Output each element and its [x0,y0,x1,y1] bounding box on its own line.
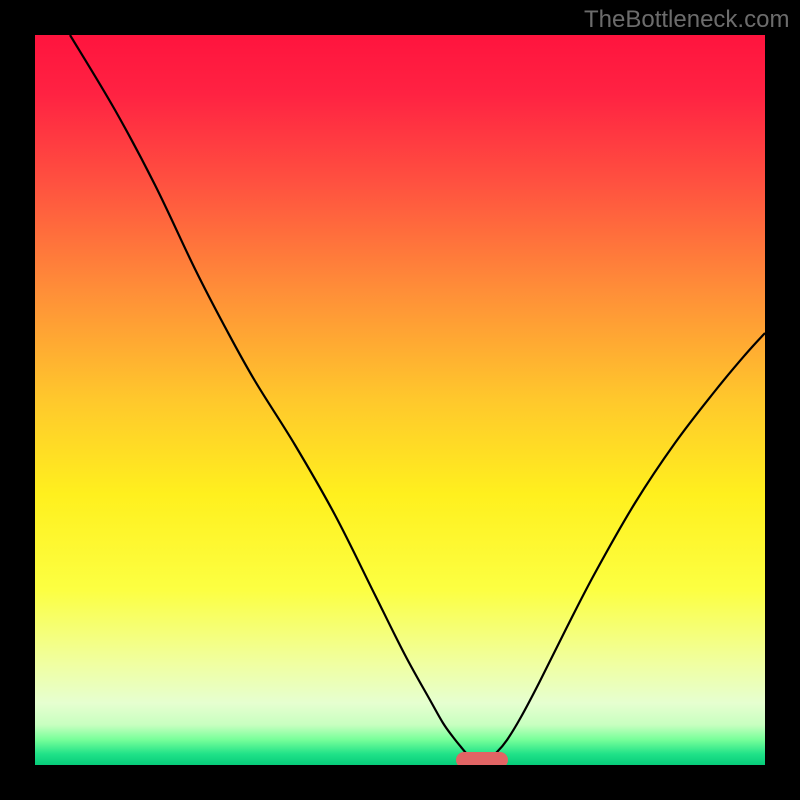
chart-background [35,35,765,765]
bottleneck-chart [0,0,800,800]
watermark-text: TheBottleneck.com [584,6,789,34]
